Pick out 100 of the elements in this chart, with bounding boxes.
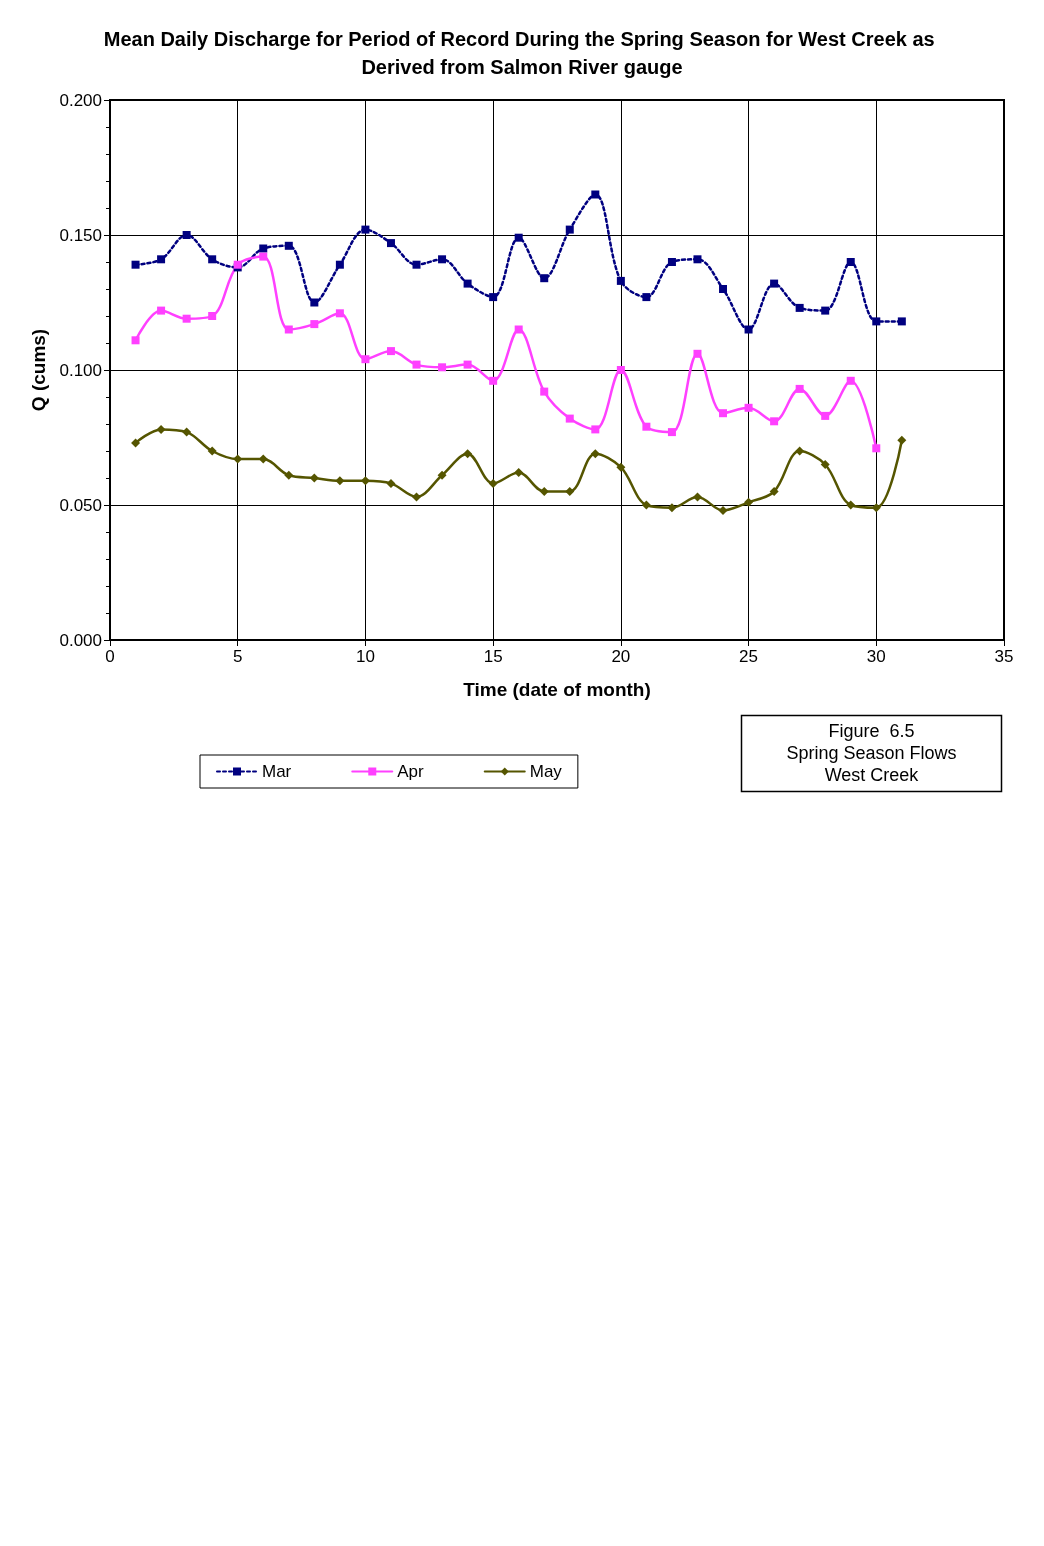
point (284, 470, 294, 480)
point (641, 500, 651, 510)
point (821, 306, 830, 315)
point (437, 470, 447, 480)
point (284, 241, 293, 250)
point (540, 387, 549, 396)
text: Spring Season Flows (786, 742, 957, 763)
point (642, 422, 651, 431)
x-tick-label: 35 (994, 647, 1014, 666)
point (846, 376, 855, 385)
point (489, 376, 498, 385)
point (335, 260, 344, 269)
point (412, 260, 421, 269)
point (131, 438, 141, 448)
point (565, 225, 574, 234)
point (693, 349, 702, 358)
point (438, 255, 447, 264)
point (488, 478, 498, 488)
point (438, 363, 447, 372)
point (361, 355, 370, 364)
point (386, 239, 395, 248)
point (310, 320, 319, 329)
x-tick-label: 10 (355, 647, 375, 666)
point (667, 428, 676, 437)
point (310, 298, 319, 307)
point (872, 444, 881, 453)
chart-title: Mean Daily Discharge for Period of Record During the Spring Season for West Creek as Derived from Salmon River gauge (103, 28, 941, 78)
y-axis-title: Q (cums) (28, 328, 49, 412)
point (591, 425, 600, 434)
point (820, 460, 830, 469)
point (718, 505, 728, 515)
x-tick-label: 15 (483, 647, 503, 666)
point (131, 260, 140, 269)
point (157, 255, 166, 264)
point (514, 233, 523, 242)
point (131, 336, 140, 345)
point (616, 462, 626, 472)
point (412, 492, 422, 502)
point (719, 409, 728, 418)
y-tick-label: 0.150 (59, 225, 102, 245)
point (667, 258, 676, 266)
point (769, 487, 779, 496)
point (770, 417, 779, 426)
point (693, 255, 702, 264)
x-tick-label: 25 (739, 647, 759, 666)
point (744, 325, 753, 334)
point (156, 424, 166, 434)
point (795, 303, 804, 312)
point (514, 325, 523, 334)
point (897, 435, 907, 445)
y-tick-label: 0.050 (59, 495, 102, 515)
point (386, 347, 395, 356)
point (259, 244, 268, 253)
point (616, 366, 625, 374)
point (540, 274, 549, 283)
point (208, 312, 217, 320)
x-tick-label: 30 (866, 647, 886, 666)
x-tick-label: 5 (232, 647, 243, 666)
point (770, 279, 779, 288)
point (846, 500, 856, 510)
point (514, 468, 524, 478)
point (360, 476, 370, 486)
point (157, 306, 166, 315)
point (897, 317, 906, 326)
point (590, 449, 600, 459)
point (872, 317, 881, 326)
point (463, 360, 472, 369)
point (846, 258, 855, 266)
legend-label: Apr (397, 762, 425, 781)
point (412, 360, 421, 369)
point (821, 411, 830, 420)
point (489, 293, 498, 302)
point (795, 384, 804, 393)
point (335, 476, 345, 486)
x-axis-title: Time (date of month) (463, 679, 651, 700)
legend-label: May (529, 762, 563, 781)
point (386, 478, 396, 488)
point (208, 255, 217, 264)
point (795, 446, 805, 456)
legend-label: Mar (262, 762, 292, 781)
y-tick-label: 0.200 (59, 90, 102, 110)
point (335, 309, 344, 318)
point (182, 231, 191, 239)
point (744, 403, 753, 412)
point (284, 325, 293, 334)
point (463, 279, 472, 288)
point (182, 314, 191, 323)
point (642, 293, 651, 302)
text: West Creek (824, 764, 920, 785)
point (744, 497, 754, 507)
point (871, 503, 881, 513)
point (667, 503, 677, 513)
point (565, 487, 575, 496)
point (565, 414, 574, 423)
x-tick-label: 0 (105, 647, 115, 666)
point (616, 276, 625, 285)
point (719, 285, 728, 293)
point (591, 190, 600, 199)
point (259, 252, 268, 261)
point (258, 454, 268, 464)
